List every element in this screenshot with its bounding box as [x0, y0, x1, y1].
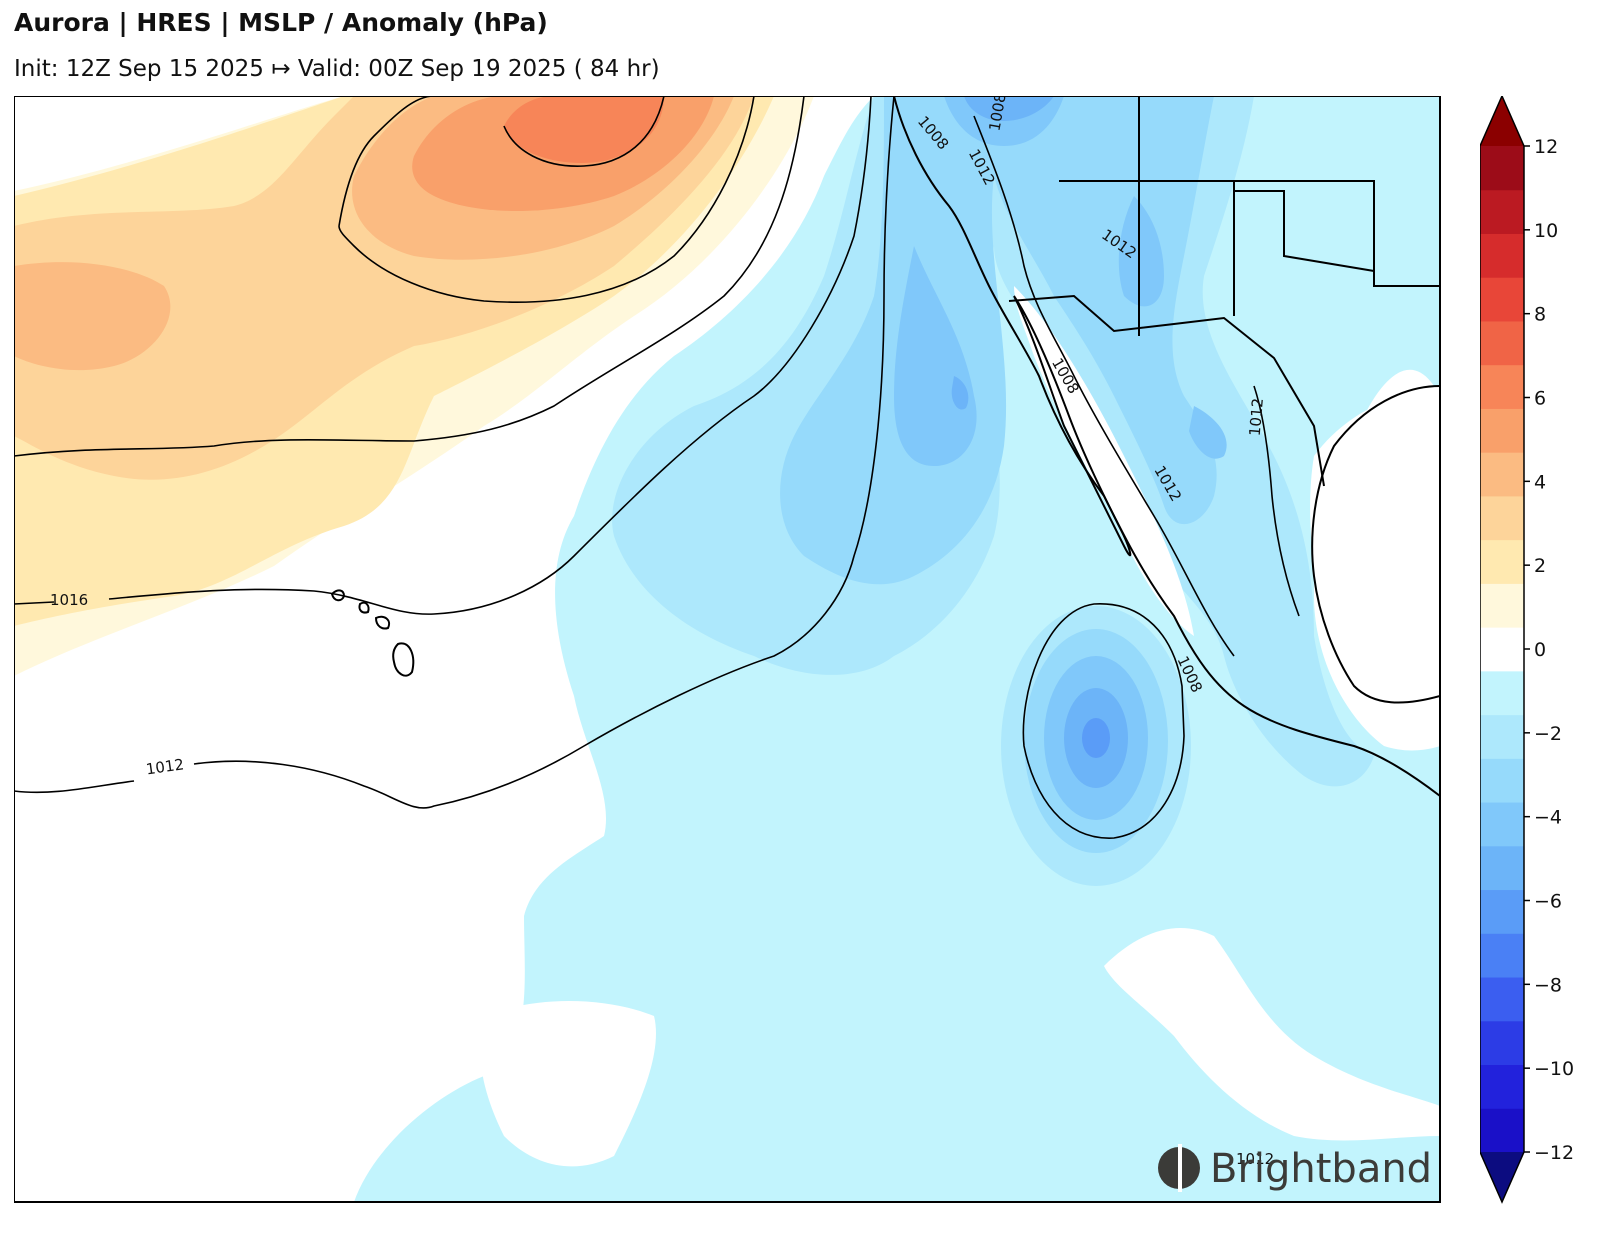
colorbar-extend-low — [1480, 1152, 1524, 1202]
coastline-gulf — [1311, 385, 1440, 704]
colorbar-band — [1480, 714, 1524, 759]
colorbar-tick-label: 12 — [1534, 136, 1558, 158]
colorbar-tick-label: 2 — [1534, 555, 1546, 577]
colorbar-band — [1480, 977, 1524, 1022]
colorbar-band — [1480, 146, 1524, 191]
colorbar-band — [1480, 364, 1524, 409]
colorbar-tick-label: −8 — [1534, 974, 1562, 996]
contour-label-1012-south: 1012 — [1236, 1150, 1274, 1168]
positive-anomaly-fill — [14, 96, 814, 676]
colorbar-band — [1480, 1108, 1524, 1153]
neutral-pocket-se — [1104, 927, 1440, 1141]
tropical-low-anomaly — [1001, 606, 1191, 886]
colorbar-tick-label: −4 — [1534, 807, 1562, 829]
contour-label-1016: 1016 — [50, 591, 88, 609]
colorbar-band — [1480, 233, 1524, 278]
colorbar-tick-label: 8 — [1534, 304, 1546, 326]
contour-label-1012: 1012 — [145, 755, 185, 778]
colorbar-band — [1480, 1020, 1524, 1066]
colorbar: 12 10 8 6 4 2 0 −2 −4 −6 −8 −10 −12 — [1480, 96, 1574, 1204]
colorbar-band — [1480, 408, 1524, 453]
colorbar-band — [1480, 845, 1524, 891]
map-frame — [14, 96, 1441, 1203]
isobar-1020-high — [503, 96, 665, 167]
anomaly-neg-4 — [894, 96, 1227, 466]
isobars — [14, 96, 1300, 839]
colorbar-band — [1480, 758, 1524, 803]
anomaly-map: 1016 1012 1008 1008 1012 1012 1008 1012 … — [14, 96, 1441, 1203]
colorbar-band — [1480, 277, 1524, 322]
contour-label-1012-mexico: 1012 — [1246, 397, 1267, 437]
colorbar-band — [1480, 933, 1524, 978]
colorbar-band — [1480, 452, 1524, 497]
colorbar-tick-label: 4 — [1534, 471, 1546, 493]
colorbar-band — [1480, 539, 1524, 584]
island-big — [392, 642, 415, 677]
colorbar-tick-label: −2 — [1534, 723, 1562, 745]
colorbar-tick-label: 6 — [1534, 388, 1546, 410]
island-oahu — [358, 601, 370, 614]
isobar-1012-coast — [973, 115, 1235, 657]
colorbar-band — [1480, 889, 1524, 934]
border-us-mexico — [1008, 294, 1325, 487]
isobar-1012 — [14, 96, 895, 809]
neutral-pocket-gulf — [1310, 386, 1440, 728]
neutral-pocket-baja — [1014, 286, 1194, 636]
isobar-1016 — [14, 96, 872, 615]
colorbar-band — [1480, 495, 1524, 541]
island-maui — [374, 615, 390, 630]
isobar-1016-north — [14, 96, 805, 457]
coastlines — [893, 96, 1440, 797]
colorbar-band — [1480, 320, 1524, 366]
state-border-1 — [1059, 96, 1440, 336]
colorbar-tick-label: −12 — [1534, 1142, 1574, 1164]
chart-subtitle: Init: 12Z Sep 15 2025 ↦ Valid: 00Z Sep 1… — [14, 56, 660, 82]
hawaii-islands — [330, 589, 415, 677]
colorbar-tick-label: −10 — [1534, 1058, 1574, 1080]
state-border-2 — [1234, 190, 1375, 272]
colorbar-band — [1480, 802, 1524, 847]
anomaly-pos-6 — [504, 96, 664, 163]
colorbar-band — [1480, 583, 1524, 628]
low-ring-5 — [1082, 718, 1110, 758]
colorbar-extend-high — [1480, 96, 1524, 146]
chart-title: Aurora | HRES | MSLP / Anomaly (hPa) — [14, 8, 548, 37]
isobar-1008-low — [1022, 603, 1185, 839]
colorbar-bands — [1480, 96, 1525, 1204]
colorbar-band — [1480, 627, 1524, 672]
colorbar-tick-label: 0 — [1534, 639, 1546, 661]
colorbar-tick-label: −6 — [1534, 891, 1562, 913]
negative-anomaly-fill — [354, 96, 1440, 1202]
colorbar-band — [1480, 670, 1524, 716]
brightband-logo-text: Brightband — [1210, 1146, 1432, 1192]
colorbar-ticks: 12 10 8 6 4 2 0 −2 −4 −6 −8 −10 −12 — [1524, 136, 1574, 1164]
colorbar-tick-label: 10 — [1534, 220, 1558, 242]
colorbar-band — [1480, 1064, 1524, 1109]
coastline-baja — [1013, 295, 1132, 557]
neutral-pocket-sw — [480, 1001, 656, 1167]
brightband-logo: Brightband — [1158, 1144, 1432, 1192]
colorbar-band — [1480, 189, 1524, 234]
anomaly-neg-3 — [780, 96, 1217, 585]
isobar-1016-high — [338, 96, 755, 303]
neutral-pockets — [480, 286, 1440, 1167]
isobar-1012-inland — [1253, 385, 1300, 617]
